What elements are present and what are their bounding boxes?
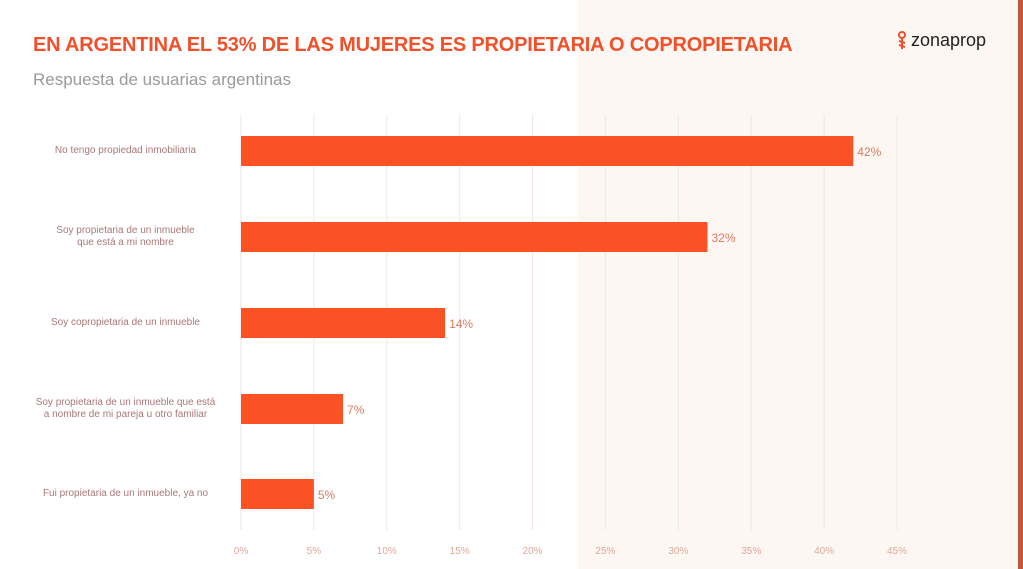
data-label: 42% xyxy=(857,145,881,159)
x-tick-label: 40% xyxy=(814,546,834,557)
category-label: Soy propietaria de un inmueble que está a… xyxy=(18,397,233,421)
bar xyxy=(241,222,708,252)
category-label-line: Soy propietaria de un inmueble xyxy=(56,225,195,236)
x-tick-label: 10% xyxy=(377,546,397,557)
category-label-line: Soy copropietaria de un inmueble xyxy=(51,317,200,328)
x-tick-label: 35% xyxy=(741,546,761,557)
data-label: 5% xyxy=(318,488,336,502)
bar xyxy=(241,394,344,424)
category-label-line: Fui propietaria de un inmueble, ya no xyxy=(42,488,209,499)
category-label: Fui propietaria de un inmueble, ya no xyxy=(18,488,233,500)
x-tick-label: 25% xyxy=(595,546,615,557)
key-icon xyxy=(898,30,906,49)
category-label-line: No tengo propiedad inmobiliaria xyxy=(54,145,197,156)
x-tick-label: 20% xyxy=(523,546,543,557)
bar xyxy=(241,136,854,166)
chart-title: EN ARGENTINA EL 53% DE LAS MUJERES ES PR… xyxy=(33,34,793,56)
data-label: 7% xyxy=(347,403,365,417)
data-label: 14% xyxy=(449,317,473,331)
category-label: No tengo propiedad inmobiliaria xyxy=(18,145,233,157)
category-label-line: que está a mi nombre xyxy=(77,237,174,248)
category-label-line: Soy propietaria de un inmueble que está xyxy=(35,397,216,408)
x-tick-label: 0% xyxy=(234,546,249,557)
x-tick-label: 5% xyxy=(307,546,322,557)
x-tick-label: 15% xyxy=(450,546,470,557)
background-panel xyxy=(578,0,1018,569)
x-tick-label: 45% xyxy=(887,546,907,557)
data-label: 32% xyxy=(711,231,735,245)
category-label: Soy copropietaria de un inmueble xyxy=(18,317,233,329)
x-tick-label: 30% xyxy=(668,546,688,557)
edge-strip xyxy=(1018,0,1023,569)
bar xyxy=(241,308,446,338)
bar xyxy=(241,479,314,509)
zonaprop-logo: zonaprop xyxy=(896,30,986,51)
chart-subtitle: Respuesta de usuarias argentinas xyxy=(33,70,291,89)
logo-text: zonaprop xyxy=(911,30,987,50)
category-label: Soy propietaria de un inmueble que está a… xyxy=(18,225,233,249)
category-label-line: a nombre de mi pareja u otro familiar xyxy=(43,409,208,420)
